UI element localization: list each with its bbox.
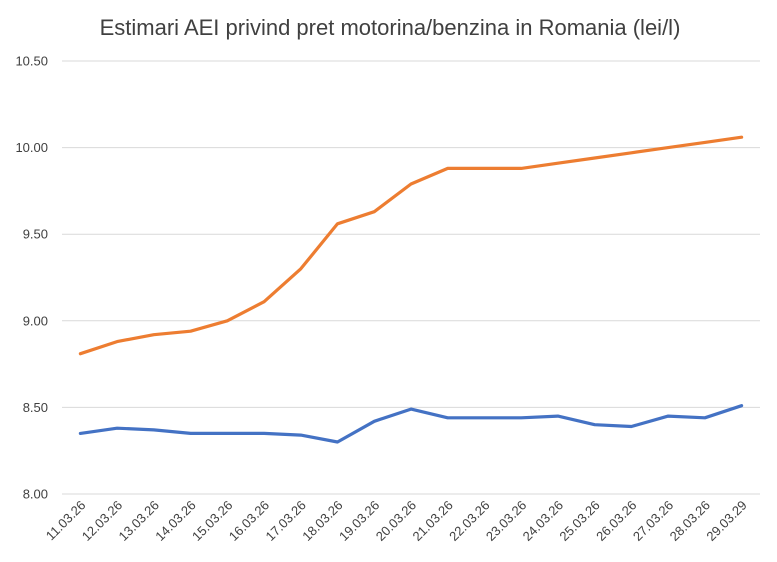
chart-title: Estimari AEI privind pret motorina/benzi… <box>100 15 681 40</box>
y-tick-label: 9.50 <box>23 227 48 242</box>
x-axis-tick-labels: 11.03.2612.03.2613.03.2614.03.2615.03.26… <box>43 498 750 544</box>
y-tick-label: 10.50 <box>15 54 48 69</box>
x-tick-label: 29.03.29 <box>703 498 749 544</box>
y-tick-label: 10.00 <box>15 140 48 155</box>
series-lines <box>78 135 744 444</box>
gridlines <box>62 60 760 495</box>
y-tick-label: 8.50 <box>23 400 48 415</box>
series-line-2 <box>78 404 744 444</box>
y-tick-label: 8.00 <box>23 487 48 502</box>
y-axis-tick-labels: 8.00 8.50 9.00 9.50 10.00 10.50 <box>15 54 48 502</box>
series-line-1 <box>78 135 744 356</box>
y-tick-label: 9.00 <box>23 313 48 328</box>
